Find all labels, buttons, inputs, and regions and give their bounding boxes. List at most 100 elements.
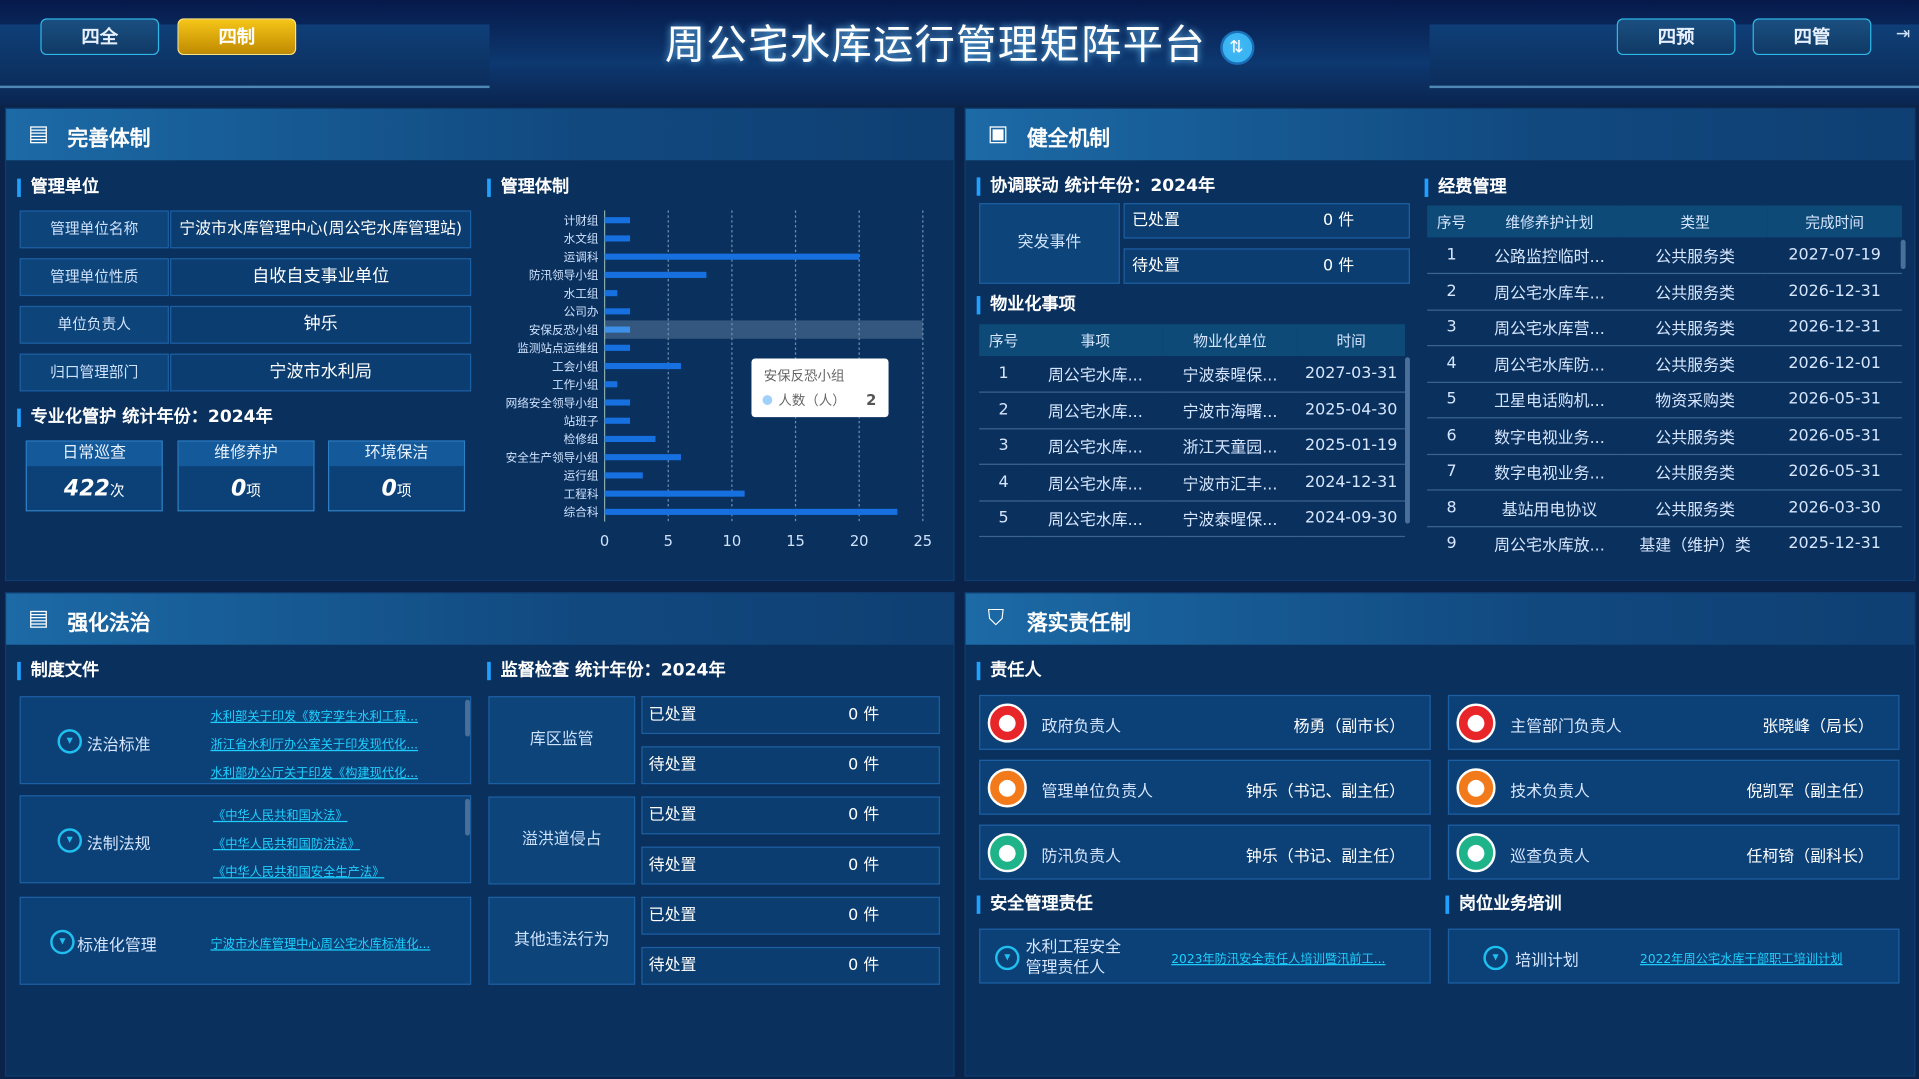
table-cell: 5	[1427, 381, 1477, 419]
table-cell: 宁波泰暒保...	[1162, 356, 1298, 393]
nav-siquan[interactable]: 四全	[40, 18, 160, 56]
table-row[interactable]: 7 数字电视业务... 公共服务类 2026-05-31	[1427, 453, 1902, 491]
doc-link[interactable]: 宁波市水库管理中心周公宅水库标准化...	[210, 938, 431, 952]
table-cell: 周公宅水库车...	[1476, 273, 1623, 311]
doc-group-label: 标准化管理	[77, 937, 157, 956]
doc-group: ▾ 法制法规 《中华人民共和国水法》 《中华人民共和国防洪法》 《中华人民共和国安全生产…	[19, 795, 472, 884]
section-title: 物业化事项	[976, 295, 1076, 315]
training-link[interactable]: 2022年周公宅水库干部职工培训计划	[1640, 953, 1843, 967]
table-cell: 6	[1427, 417, 1477, 455]
status-label: 待处置	[648, 956, 697, 976]
safety-link[interactable]: 2023年防汛安全责任人培训暨汛前工...	[1171, 953, 1386, 967]
y-tick-label: 水工组	[564, 286, 599, 300]
status-count: 0 件	[1323, 211, 1355, 230]
table-row[interactable]: 8 基站用电协议 公共服务类 2026-03-30	[1427, 489, 1902, 527]
fund-table: 序号 维修养护计划 类型 完成时间 1 公路监控临时... 公共服务类 2027-07-19 2…	[1427, 205, 1902, 561]
y-tick-label: 运调科	[564, 250, 599, 264]
bar[interactable]	[604, 308, 631, 315]
bar[interactable]	[604, 472, 643, 479]
person-avatar-icon: ●	[1456, 833, 1496, 873]
table-row[interactable]: 4 周公宅水库防... 公共服务类 2026-12-01	[1427, 345, 1902, 383]
bar[interactable]	[604, 381, 618, 388]
bar[interactable]	[604, 399, 631, 406]
table-row[interactable]: 1 公路监控临时... 公共服务类 2027-07-19	[1427, 237, 1902, 275]
inspect-category: 库区监管	[488, 696, 636, 785]
table-row[interactable]: 3 周公宅水库... 浙江天童园... 2025-01-19	[979, 428, 1406, 465]
nav-siguan[interactable]: 四管	[1752, 18, 1872, 56]
status-row: 已处置 0 件	[641, 796, 940, 835]
bar[interactable]	[604, 290, 618, 297]
bar[interactable]	[604, 217, 631, 224]
table-row[interactable]: 3 周公宅水库营... 公共服务类 2026-12-31	[1427, 309, 1902, 347]
status-label: 已处置	[648, 906, 697, 925]
bar[interactable]	[604, 508, 898, 515]
bar[interactable]	[604, 362, 681, 370]
nav-sizhi[interactable]: 四制	[177, 18, 297, 56]
bar[interactable]	[604, 253, 860, 260]
table-cell: 公共服务类	[1622, 237, 1768, 275]
logout-icon[interactable]: ⇥	[1895, 24, 1911, 45]
table-row[interactable]: 1 周公宅水库... 宁波泰暒保... 2027-03-31	[979, 356, 1406, 393]
table-cell: 9	[1427, 526, 1477, 561]
scrollbar[interactable]	[1405, 357, 1410, 524]
bar[interactable]	[604, 417, 631, 424]
scrollbar[interactable]	[1900, 239, 1906, 270]
status-label: 已处置	[648, 705, 697, 725]
table-cell: 公路监控临时...	[1476, 237, 1623, 275]
bar[interactable]	[604, 235, 631, 242]
y-tick-label: 工程科	[564, 487, 599, 501]
y-tick-label: 安保反恐小组	[529, 323, 599, 337]
unit-field-value: 宁波市水利局	[170, 353, 472, 392]
bar[interactable]	[604, 435, 656, 443]
doc-link[interactable]: 《中华人民共和国安全生产法》	[212, 866, 385, 880]
nav-siyu[interactable]: 四预	[1616, 18, 1736, 56]
bar[interactable]	[604, 271, 707, 278]
person-role: 巡查负责人	[1510, 847, 1590, 867]
bar[interactable]	[604, 454, 681, 461]
table-cell: 2024-12-31	[1297, 464, 1406, 501]
table-row[interactable]: 6 数字电视业务... 公共服务类 2026-05-31	[1427, 417, 1902, 455]
doc-link[interactable]: 水利部办公厅关于印发《构建现代化...	[210, 767, 419, 781]
status-label: 待处置	[648, 756, 697, 775]
column-header: 事项	[1028, 324, 1163, 357]
table-row[interactable]: 9 周公宅水库放... 基建（维护）类 2025-12-31	[1427, 526, 1902, 561]
table-row[interactable]: 5 周公宅水库... 宁波泰暒保... 2024-09-30	[979, 500, 1406, 538]
table-row[interactable]: 5 卫星电话购机... 物资采购类 2026-05-31	[1427, 381, 1902, 419]
section-title: 安全管理责任	[976, 895, 1093, 914]
table-cell: 周公宅水库...	[1028, 428, 1163, 465]
stat-card: 维修养护 0项	[177, 440, 315, 512]
table-row[interactable]: 2 周公宅水库车... 公共服务类 2026-12-31	[1427, 273, 1902, 311]
scrollbar[interactable]	[465, 798, 470, 836]
svg-text:人数（人）: 人数（人）	[778, 393, 845, 409]
table-cell: 2024-09-30	[1297, 500, 1406, 538]
unit-field-label: 管理单位性质	[19, 258, 169, 297]
person-role: 主管部门负责人	[1510, 718, 1622, 737]
doc-link[interactable]: 《中华人民共和国防洪法》	[212, 838, 360, 852]
bar[interactable]	[604, 490, 745, 497]
panel-title: 强化法治	[67, 611, 151, 637]
stat-value: 422次	[27, 476, 162, 502]
training-card: ▾ 培训计划 2022年周公宅水库干部职工培训计划	[1447, 928, 1900, 984]
doc-link[interactable]: 浙江省水利厅办公室关于印发现代化...	[210, 738, 419, 753]
table-cell: 周公宅水库放...	[1476, 526, 1623, 561]
table-cell: 2025-04-30	[1297, 392, 1406, 429]
table-cell: 公共服务类	[1622, 309, 1768, 347]
doc-link[interactable]: 水利部关于印发《数字孪生水利工程...	[210, 710, 419, 725]
bar[interactable]	[604, 344, 631, 351]
stat-number: 422	[63, 475, 110, 502]
y-tick-label: 工作小组	[552, 378, 599, 392]
scrollbar[interactable]	[465, 699, 470, 737]
person-card: ● 防汛负责人 钟乐（书记、副主任）	[979, 824, 1431, 880]
person-role: 防汛负责人	[1041, 847, 1122, 867]
table-cell: 宁波市海曙...	[1162, 392, 1298, 429]
switch-icon[interactable]: ⇅	[1219, 29, 1255, 65]
person-name: 钟乐（书记、副主任）	[1245, 847, 1406, 867]
table-row[interactable]: 2 周公宅水库... 宁波市海曙... 2025-04-30	[979, 392, 1406, 429]
doc-link[interactable]: 《中华人民共和国水法》	[212, 809, 348, 824]
table-cell: 周公宅水库营...	[1476, 309, 1623, 347]
stat-value: 0项	[179, 476, 314, 502]
bar[interactable]	[604, 326, 631, 333]
unit-field-value: 钟乐	[170, 305, 472, 344]
stat-unit: 次	[109, 482, 125, 500]
table-row[interactable]: 4 周公宅水库... 宁波市汇丰... 2024-12-31	[979, 464, 1406, 501]
